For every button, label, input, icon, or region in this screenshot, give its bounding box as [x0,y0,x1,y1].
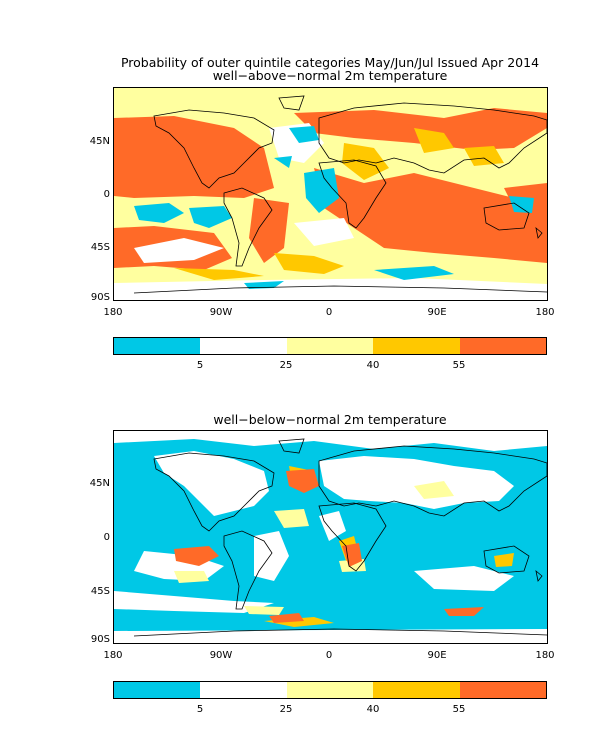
gold-probability-areas [174,128,504,280]
lon-label-180e: 180 [535,307,555,318]
lat-label-45n: 45N [89,136,110,147]
lat-label-equator: 0 [103,532,110,543]
lon-label-90e: 90E [427,650,447,661]
colorbar-swatch-orange [459,338,547,354]
lat-label-45s: 45S [90,242,110,253]
figure-title: Probability of outer quintile categories… [120,55,540,70]
colorbar-swatch-gold [373,338,460,354]
lon-label-0: 0 [325,650,333,661]
below-normal-probability-map [114,431,547,643]
colorbar-tick-5: 5 [196,360,204,371]
colorbar-swatch-pale-yellow [286,682,374,698]
lat-label-90s: 90S [90,292,110,303]
colorbar-swatch-gold [373,682,460,698]
above-normal-probability-map [114,88,547,300]
orange-probability-areas [114,108,547,270]
lon-label-90w: 90W [209,307,233,318]
lon-label-180e: 180 [535,650,555,661]
colorbar-tick-25: 25 [279,360,293,371]
colorbar-tick-40: 40 [366,704,380,715]
colorbar-swatch-cyan [114,338,201,354]
lat-label-45n: 45N [89,478,110,489]
colorbar-swatch-cyan [114,682,201,698]
colorbar-swatch-white [200,338,287,354]
colorbar-swatch-white [200,682,287,698]
lat-label-45s: 45S [90,586,110,597]
colorbar-tick-55: 55 [452,360,466,371]
colorbar-tick-5: 5 [196,704,204,715]
colorbar-swatch-pale-yellow [286,338,374,354]
continent-outlines [133,438,547,637]
lon-label-90e: 90E [427,307,447,318]
lat-label-equator: 0 [103,189,110,200]
map-panel-below-normal [113,430,548,644]
lat-label-90s: 90S [90,634,110,645]
orange-probability-areas [174,469,484,623]
colorbar-above-normal [113,337,547,355]
colorbar-tick-55: 55 [452,704,466,715]
colorbar-tick-25: 25 [279,704,293,715]
continent-outlines [133,95,547,294]
panel-2-title: well−below−normal 2m temperature [213,412,447,427]
lon-label-180w: 180 [103,650,123,661]
lon-label-90w: 90W [209,650,233,661]
colorbar-tick-40: 40 [366,360,380,371]
lon-label-180w: 180 [103,307,123,318]
colorbar-swatch-orange [459,682,547,698]
panel-1-title: well−above−normal 2m temperature [212,68,448,83]
lon-label-0: 0 [325,307,333,318]
colorbar-below-normal [113,681,547,699]
map-panel-above-normal [113,87,548,301]
